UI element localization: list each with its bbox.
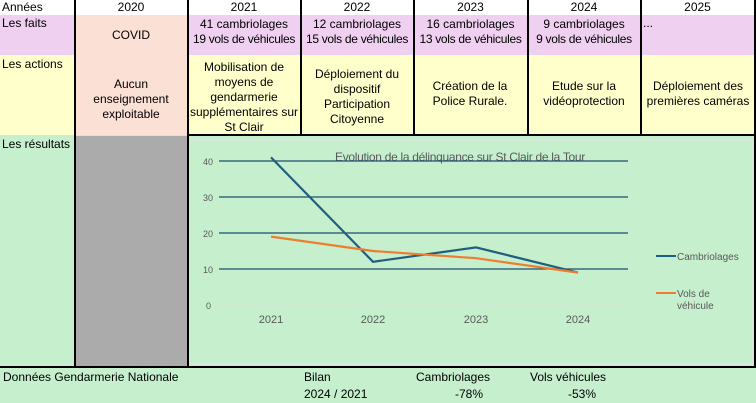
action-2024: Etude sur la vidéoprotection bbox=[543, 79, 625, 108]
results-2020-empty bbox=[75, 136, 187, 367]
years-row-bg bbox=[0, 0, 756, 15]
facts-2022: 12 cambriolages 15 vols de véhicules bbox=[301, 15, 413, 48]
year-header-2024: 2024 bbox=[570, 0, 598, 14]
action-2022: Déploiement du dispositif Participation … bbox=[314, 67, 400, 126]
footer-vols-label: Vols véhicules bbox=[530, 370, 607, 384]
action-2025: Déploiement des premières caméras bbox=[646, 79, 750, 108]
facts-2023-line1: 16 cambriolages bbox=[426, 16, 515, 31]
facts-2023-line2: 13 vols de véhicules bbox=[419, 31, 522, 46]
xtick-2023: 2023 bbox=[464, 314, 488, 326]
row-label-actions: Les actions bbox=[2, 57, 63, 71]
legend-cambriolages-label: Cambriolages bbox=[677, 252, 739, 263]
xtick-2022: 2022 bbox=[361, 314, 385, 326]
facts-2022-line2: 15 vols de véhicules bbox=[305, 31, 409, 46]
footer-cambriolages-label: Cambriolages bbox=[416, 370, 491, 384]
facts-2025: ... bbox=[643, 16, 654, 30]
year-header-2020: 2020 bbox=[117, 0, 145, 14]
legend-vols-label-2: véhicule bbox=[677, 301, 714, 312]
row-label-facts: Les faits bbox=[2, 16, 47, 30]
ytick-30: 30 bbox=[203, 193, 213, 203]
ytick-20: 20 bbox=[203, 229, 213, 239]
action-2023: Création de la Police Rurale. bbox=[432, 79, 508, 108]
facts-2022-line1: 12 cambriolages bbox=[312, 16, 402, 31]
footer-bilan-label: Bilan bbox=[304, 370, 331, 384]
border-v5 bbox=[527, 0, 529, 135]
row-label-results: Les résultats bbox=[2, 137, 71, 151]
facts-2023: 16 cambriolages 13 vols de véhicules bbox=[414, 15, 527, 48]
facts-2021: 41 cambriolages 19 vols de véhicules bbox=[188, 15, 300, 48]
border-v2 bbox=[187, 0, 189, 367]
border-h-results-top bbox=[187, 134, 756, 136]
ytick-0: 0 bbox=[206, 301, 211, 311]
footer-cambriolages-value: -78% bbox=[455, 387, 484, 401]
facts-2020-line1: COVID bbox=[111, 27, 150, 42]
xtick-2021: 2021 bbox=[259, 314, 283, 326]
chart-plot: 40 30 20 10 0 2021 2022 2023 2024 Cambri… bbox=[203, 156, 739, 326]
action-2020: Aucun enseignement exploitable bbox=[93, 76, 169, 121]
legend-vols-label-1: Vols de bbox=[677, 289, 710, 300]
year-header-2021: 2021 bbox=[230, 0, 258, 14]
footer-source: Données Gendarmerie Nationale bbox=[3, 370, 179, 384]
border-v3 bbox=[300, 0, 302, 135]
border-v6 bbox=[640, 0, 642, 135]
xtick-2024: 2024 bbox=[566, 314, 590, 326]
delinquency-chart: Evolution de la délinquance sur St Clair… bbox=[188, 139, 754, 365]
border-v1 bbox=[74, 0, 76, 367]
border-v4 bbox=[413, 0, 415, 135]
border-v7 bbox=[754, 0, 756, 367]
action-2021: Mobilisation de moyens de gendarmerie su… bbox=[189, 59, 299, 134]
footer-bilan-period: 2024 / 2021 bbox=[304, 387, 368, 401]
ytick-40: 40 bbox=[203, 157, 213, 167]
facts-2021-line1: 41 cambriolages bbox=[199, 16, 289, 31]
facts-2024: 9 cambriolages 9 vols de véhicules bbox=[528, 15, 640, 48]
row-label-years: Années bbox=[2, 0, 43, 14]
facts-2020: COVID bbox=[75, 15, 187, 55]
footer-vols-value: -53% bbox=[568, 387, 597, 401]
facts-2021-line2: 19 vols de véhicules bbox=[192, 31, 296, 46]
facts-2024-line2: 9 vols de véhicules bbox=[536, 31, 632, 46]
year-header-2023: 2023 bbox=[457, 0, 484, 14]
ytick-10: 10 bbox=[203, 265, 213, 275]
year-header-2022: 2022 bbox=[343, 0, 371, 14]
border-h-footer-top bbox=[0, 366, 756, 368]
year-header-2025: 2025 bbox=[684, 0, 711, 14]
series-vols-vehicule bbox=[270, 235, 579, 274]
facts-2024-line1: 9 cambriolages bbox=[543, 16, 625, 31]
covid-column-bg bbox=[75, 15, 187, 135]
